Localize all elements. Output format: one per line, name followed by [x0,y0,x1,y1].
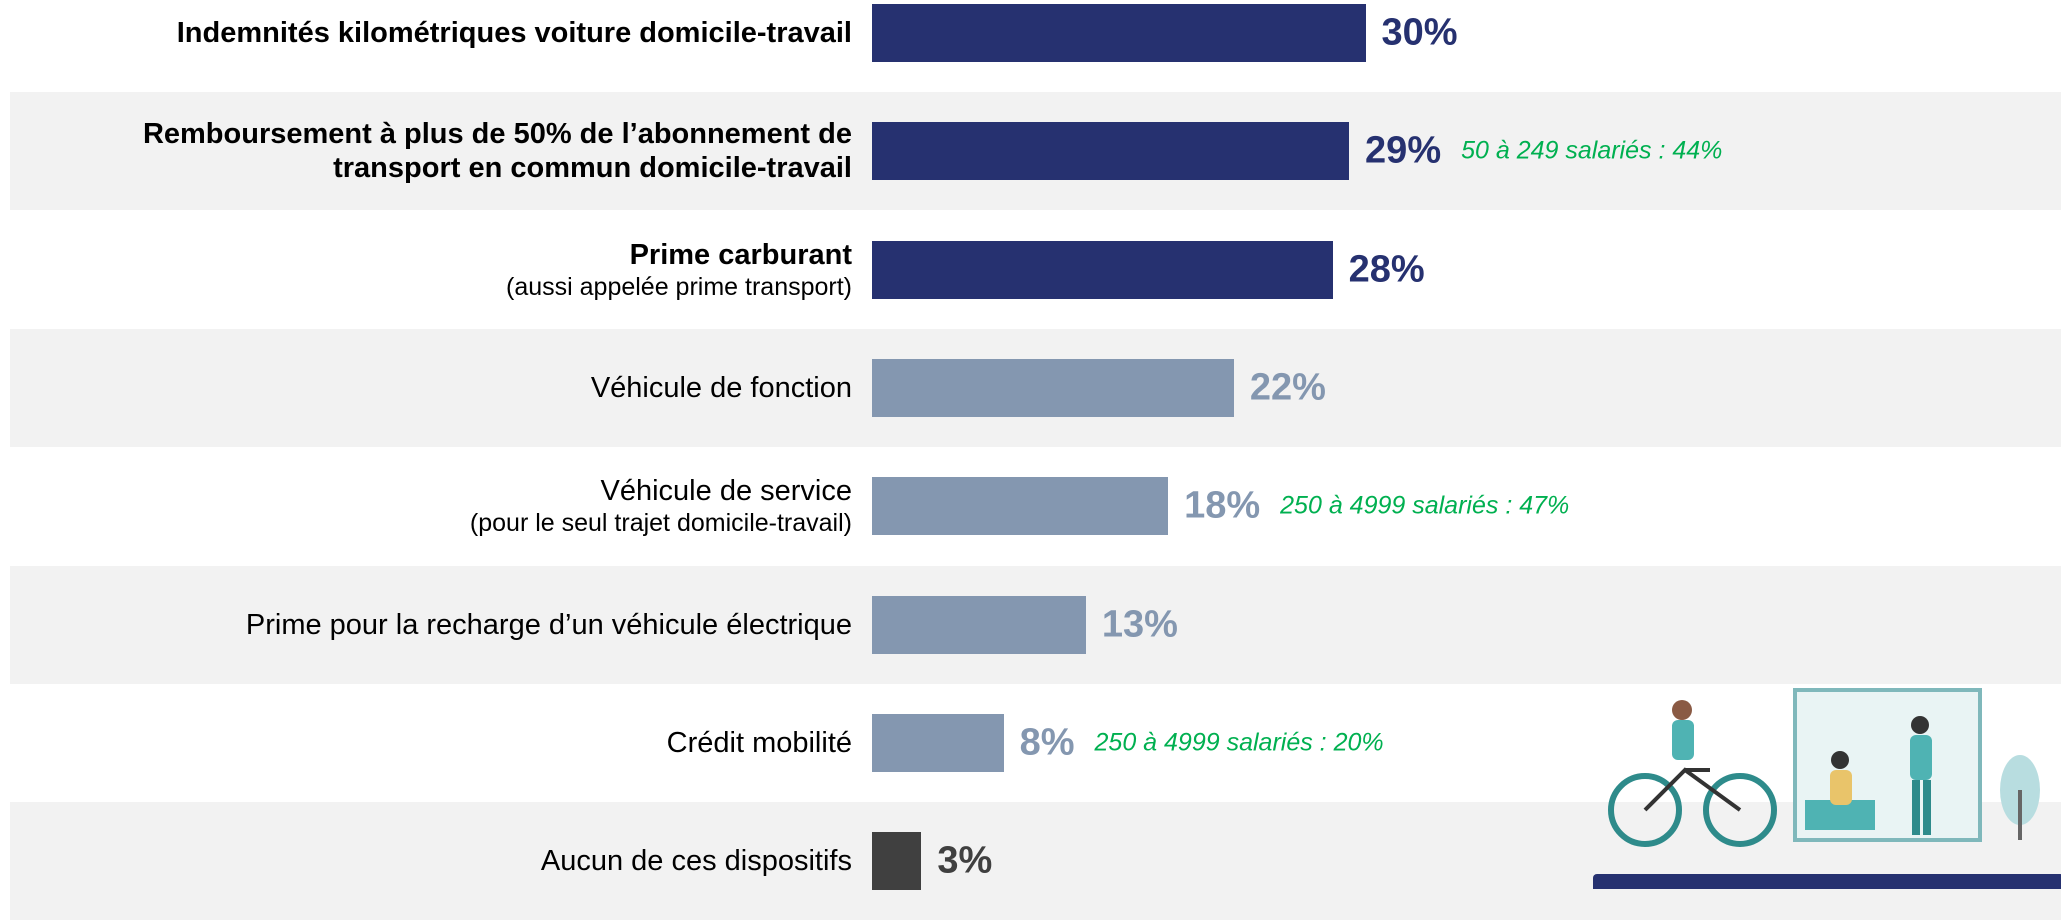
annotation: 250 à 4999 salariés : 20% [1095,728,1384,757]
value-label: 18% [1184,485,1260,528]
category-label: Indemnités kilométriques voiture domicil… [40,16,852,50]
value-group: 28% [1349,248,1425,291]
category-label: Remboursement à plus de 50% de l’abonnem… [40,117,852,185]
category-name: Véhicule de service [601,475,852,507]
category-label: Véhicule de fonction [40,371,852,405]
value-label: 22% [1250,366,1326,409]
value-group: 3% [937,840,992,883]
category-label: Crédit mobilité [40,726,852,760]
value-group: 13% [1102,603,1178,646]
category-label: Aucun de ces dispositifs [40,844,852,878]
category-name: Indemnités kilométriques voiture domicil… [177,17,852,49]
annotation: 250 à 4999 salariés : 47% [1280,492,1569,521]
bar [872,477,1168,535]
category-name: Remboursement à plus de 50% de l’abonnem… [143,118,852,184]
bar [872,359,1234,417]
category-name: Prime pour la recharge d’un véhicule éle… [246,609,852,641]
value-group: 18% 250 à 4999 salariés : 47% [1184,485,1569,528]
bar [872,4,1366,62]
illustration [1590,680,2061,889]
category-label: Véhicule de service(pour le seul trajet … [40,474,852,538]
annotation: 50 à 249 salariés : 44% [1461,137,1722,166]
category-name: Prime carburant [630,239,852,271]
value-label: 13% [1102,603,1178,646]
bar [872,714,1004,772]
bar [872,832,921,890]
value-group: 30% [1382,12,1458,55]
value-label: 3% [937,840,992,883]
page: Indemnités kilométriques voiture domicil… [0,0,2061,889]
category-name: Véhicule de fonction [591,372,852,404]
category-label: Prime pour la recharge d’un véhicule éle… [40,608,852,642]
value-group: 8% 250 à 4999 salariés : 20% [1020,721,1384,764]
category-name: Aucun de ces dispositifs [541,845,852,877]
category-note: (aussi appelée prime transport) [40,272,852,302]
bar [872,596,1086,654]
category-note: (pour le seul trajet domicile-travail) [40,508,852,538]
value-group: 22% [1250,366,1326,409]
value-label: 30% [1382,12,1458,55]
value-label: 28% [1349,248,1425,291]
value-label: 8% [1020,721,1075,764]
bar [872,122,1349,180]
value-group: 29% 50 à 249 salariés : 44% [1365,130,1722,173]
bar [872,241,1333,299]
category-label: Prime carburant(aussi appelée prime tran… [40,238,852,302]
value-label: 29% [1365,130,1441,173]
category-name: Crédit mobilité [667,727,852,759]
